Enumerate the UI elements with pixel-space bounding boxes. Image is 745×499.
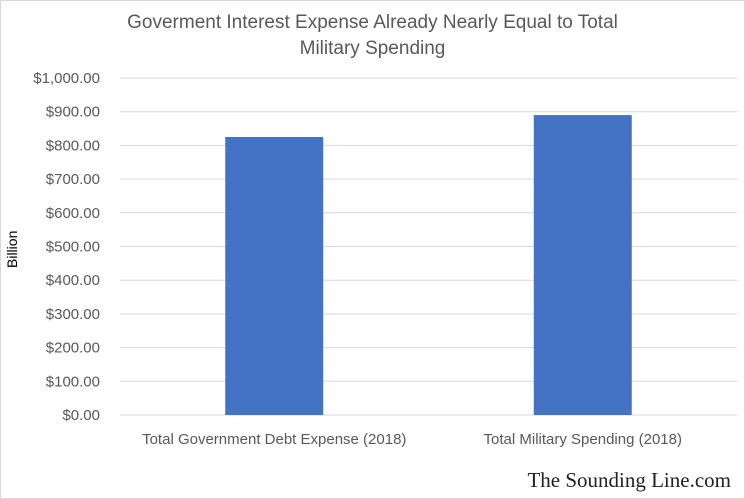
x-tick-labels: Total Government Debt Expense (2018) Tota… bbox=[142, 431, 682, 448]
gridlines bbox=[120, 77, 737, 416]
y-tick-label: $1,000.00 bbox=[33, 70, 100, 87]
bars bbox=[225, 115, 632, 415]
y-tick-label: $400.00 bbox=[46, 272, 100, 289]
y-tick-label: $200.00 bbox=[46, 340, 100, 357]
y-tick-label: $800.00 bbox=[46, 137, 100, 154]
y-tick-label: $700.00 bbox=[46, 171, 100, 188]
watermark: The Sounding Line.com bbox=[527, 468, 731, 492]
chart-title-line-1: Goverment Interest Expense Already Nearl… bbox=[127, 12, 618, 33]
y-tick-label: $300.00 bbox=[46, 306, 100, 323]
x-tick-label: Total Government Debt Expense (2018) bbox=[142, 431, 406, 448]
bar bbox=[225, 136, 324, 415]
y-tick-labels: $0.00 $100.00 $200.00 $300.00 $400.00 $500.00… bbox=[33, 70, 100, 424]
y-tick-label: $0.00 bbox=[62, 407, 100, 424]
chart-title-line-2: Military Spending bbox=[299, 38, 446, 59]
y-tick-label: $900.00 bbox=[46, 104, 100, 121]
y-tick-label: $600.00 bbox=[46, 205, 100, 222]
y-tick-label: $500.00 bbox=[46, 239, 100, 256]
y-tick-label: $100.00 bbox=[46, 373, 100, 390]
x-tick-label: Total Military Spending (2018) bbox=[484, 431, 682, 448]
chart-title: Goverment Interest Expense Already Nearl… bbox=[0, 10, 745, 62]
bar bbox=[533, 115, 632, 415]
